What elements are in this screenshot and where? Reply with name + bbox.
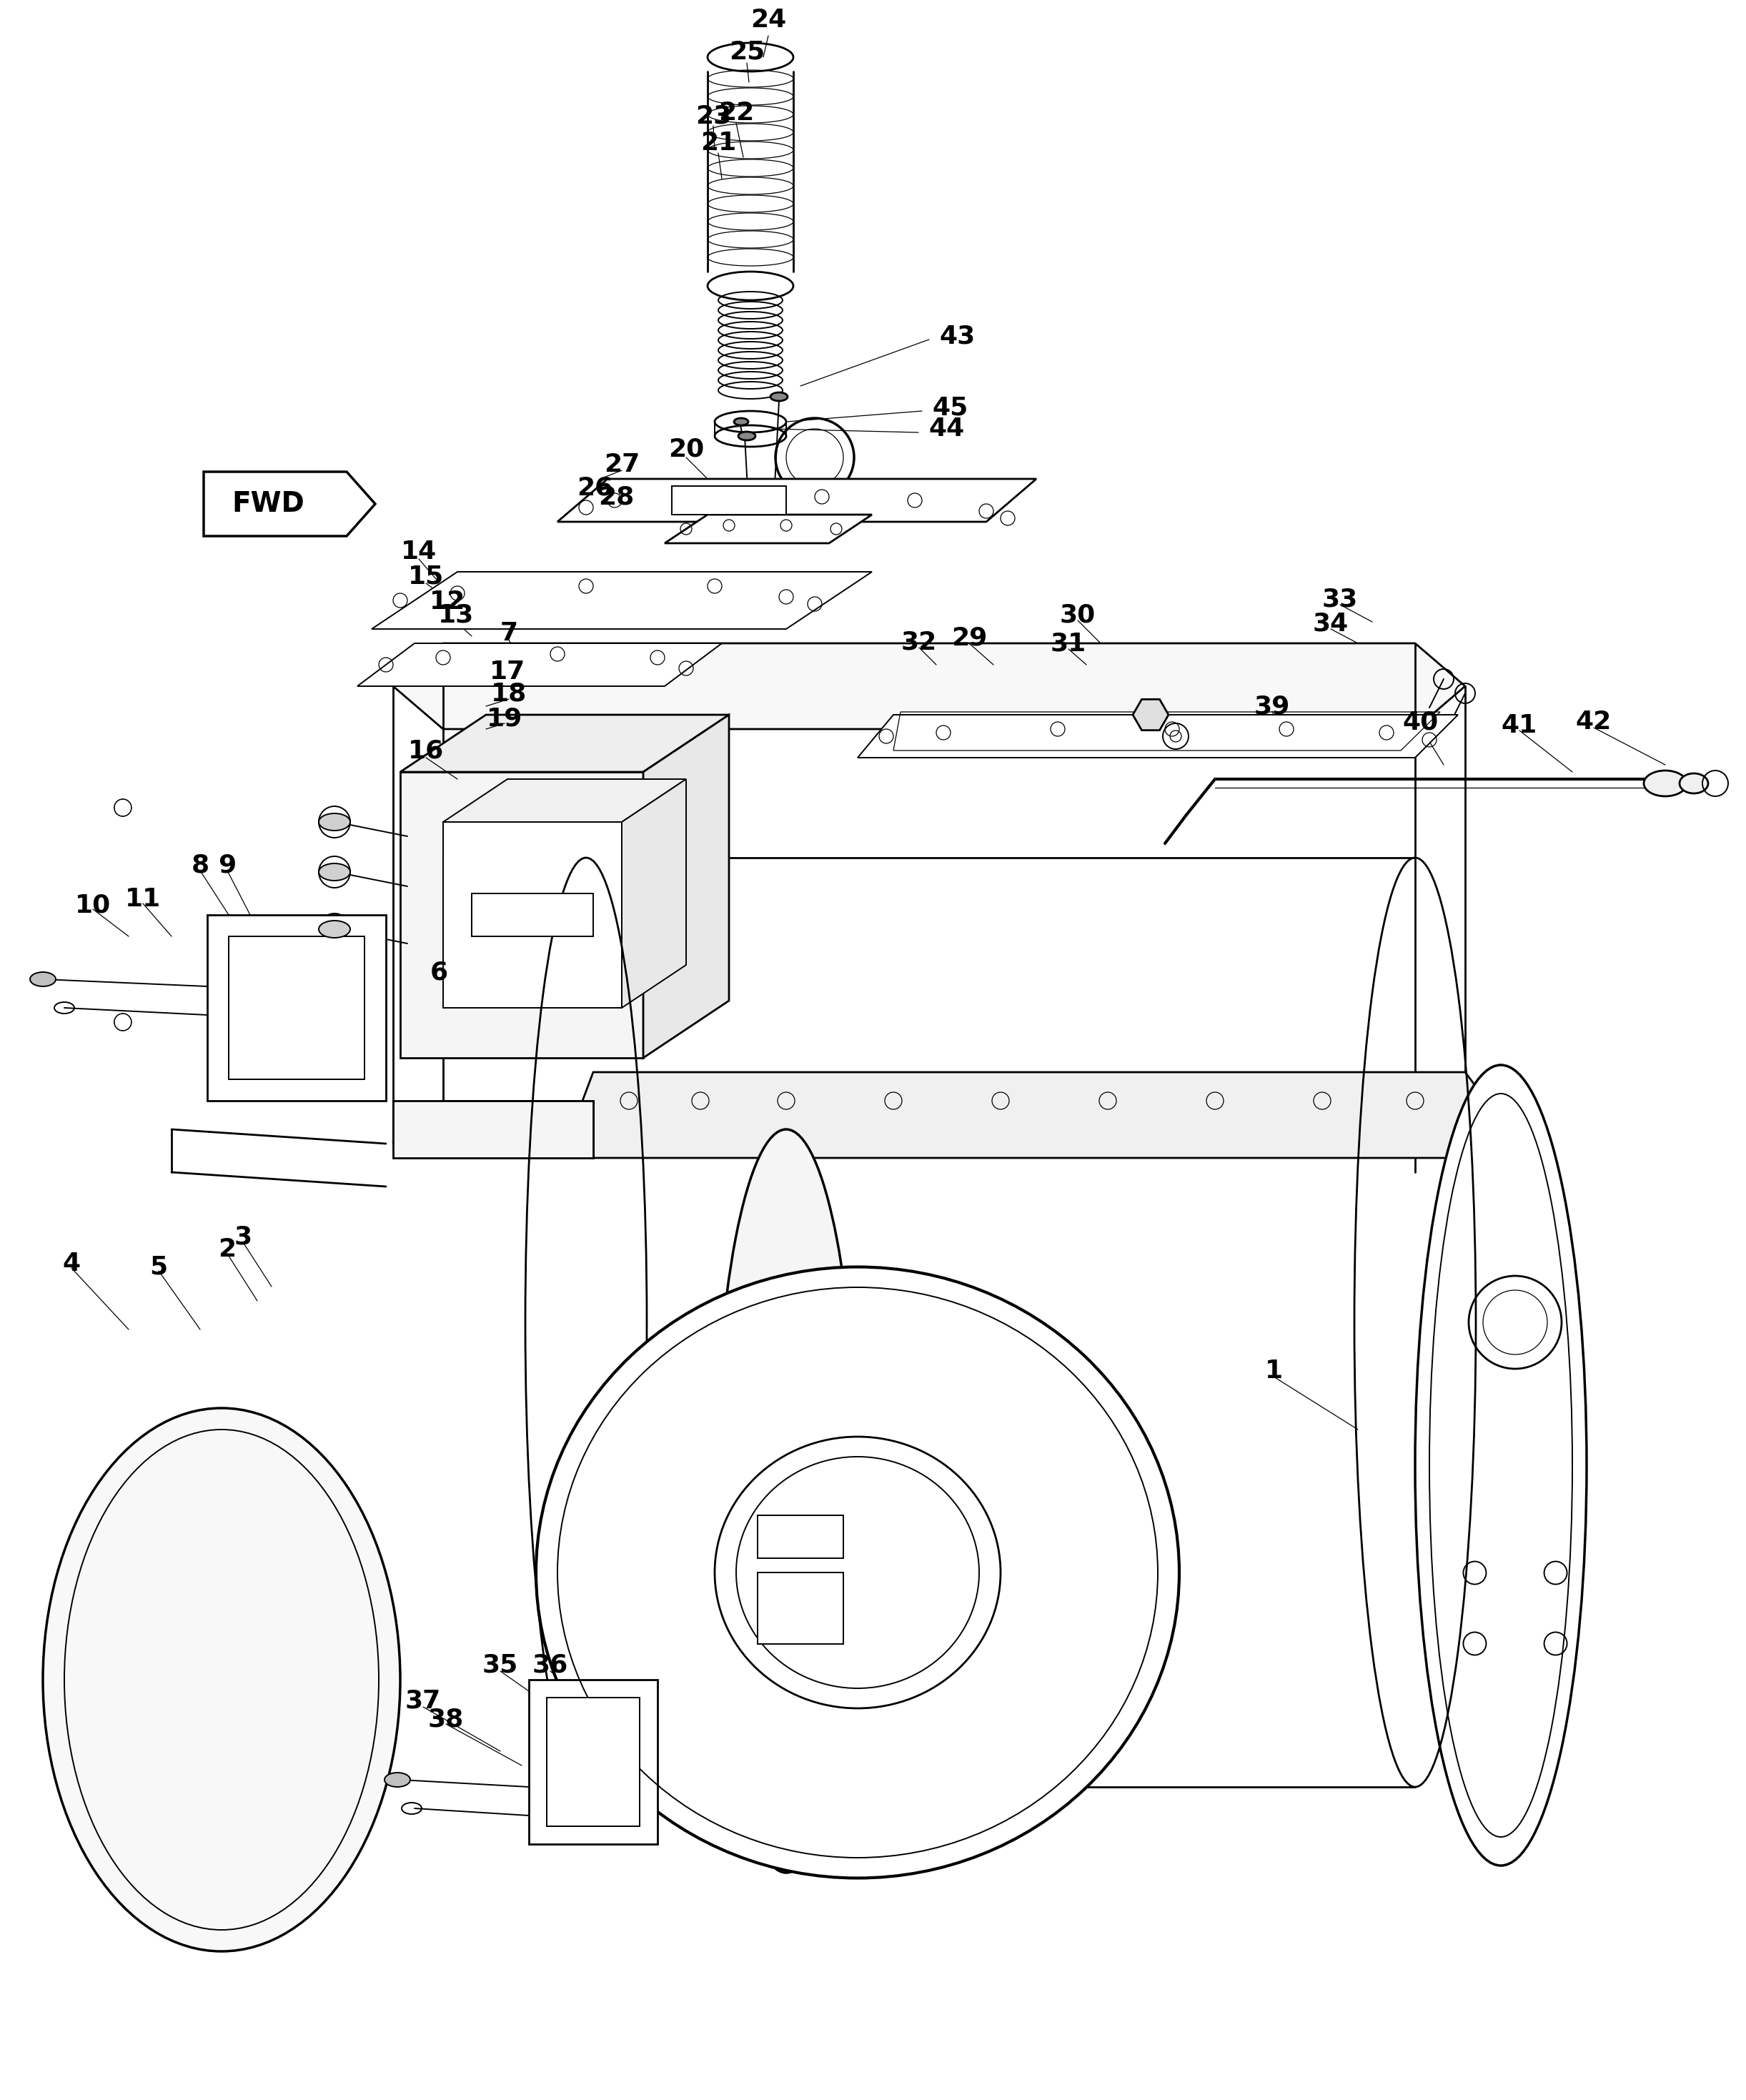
Text: 12: 12: [430, 590, 466, 613]
Ellipse shape: [733, 418, 749, 426]
Text: 37: 37: [405, 1688, 442, 1714]
Ellipse shape: [1680, 773, 1708, 794]
Polygon shape: [393, 643, 1465, 729]
Text: FWD: FWD: [232, 489, 304, 517]
Ellipse shape: [30, 972, 56, 987]
Polygon shape: [529, 1680, 658, 1844]
Text: 39: 39: [1254, 693, 1290, 718]
Text: 6: 6: [430, 960, 447, 985]
Polygon shape: [857, 714, 1458, 758]
Ellipse shape: [320, 863, 351, 880]
Text: 33: 33: [1322, 586, 1358, 611]
Ellipse shape: [770, 393, 787, 401]
Ellipse shape: [714, 1130, 857, 1873]
Text: 29: 29: [952, 626, 986, 649]
Text: 43: 43: [939, 323, 976, 349]
Ellipse shape: [1414, 1065, 1587, 1865]
Ellipse shape: [1643, 771, 1687, 796]
Text: 10: 10: [75, 892, 110, 918]
Text: 13: 13: [438, 603, 473, 628]
Text: 11: 11: [126, 886, 161, 911]
Ellipse shape: [44, 1409, 400, 1951]
Text: 17: 17: [489, 659, 526, 685]
Text: 21: 21: [700, 130, 737, 155]
Polygon shape: [643, 714, 730, 1058]
Text: 4: 4: [63, 1252, 80, 1277]
Polygon shape: [443, 857, 601, 972]
Text: 14: 14: [402, 540, 436, 565]
Text: 5: 5: [150, 1254, 168, 1279]
Text: 30: 30: [1060, 603, 1096, 628]
Text: 41: 41: [1502, 714, 1538, 737]
Text: 15: 15: [409, 565, 443, 588]
Text: 16: 16: [409, 739, 443, 762]
Ellipse shape: [320, 920, 351, 939]
Polygon shape: [665, 514, 871, 544]
Polygon shape: [204, 473, 375, 536]
Text: 34: 34: [1313, 611, 1348, 636]
Text: 9: 9: [218, 853, 236, 878]
Polygon shape: [1133, 699, 1168, 731]
Polygon shape: [229, 937, 365, 1079]
Ellipse shape: [384, 1772, 410, 1787]
Text: 42: 42: [1577, 710, 1612, 735]
Text: 8: 8: [190, 853, 210, 878]
Polygon shape: [400, 714, 730, 773]
Polygon shape: [400, 773, 643, 1058]
Text: 7: 7: [499, 622, 519, 645]
Text: 1: 1: [1264, 1359, 1283, 1384]
Polygon shape: [622, 779, 686, 1008]
Text: 40: 40: [1402, 710, 1439, 735]
Text: 2: 2: [218, 1237, 236, 1262]
Text: 32: 32: [901, 630, 938, 653]
Polygon shape: [208, 916, 386, 1100]
Text: 26: 26: [576, 475, 613, 500]
Polygon shape: [672, 485, 786, 514]
Polygon shape: [758, 1573, 843, 1644]
Polygon shape: [443, 821, 622, 1008]
Text: 20: 20: [669, 437, 704, 462]
Text: 22: 22: [718, 101, 754, 126]
Polygon shape: [443, 779, 686, 821]
Text: 19: 19: [487, 706, 522, 731]
Polygon shape: [557, 479, 1037, 521]
Text: 44: 44: [929, 416, 966, 441]
Text: 27: 27: [604, 451, 639, 477]
Text: 3: 3: [234, 1224, 251, 1250]
Text: 25: 25: [728, 40, 765, 63]
Polygon shape: [471, 892, 594, 937]
Text: 23: 23: [695, 103, 732, 128]
Text: 31: 31: [1051, 632, 1086, 655]
Polygon shape: [546, 1697, 639, 1827]
Text: 18: 18: [491, 680, 527, 706]
Text: 36: 36: [533, 1653, 567, 1678]
Ellipse shape: [320, 813, 351, 832]
Text: 28: 28: [599, 485, 634, 508]
Polygon shape: [571, 1073, 1486, 1157]
Polygon shape: [393, 1100, 594, 1157]
Ellipse shape: [536, 1266, 1179, 1877]
Text: 35: 35: [482, 1653, 519, 1678]
Ellipse shape: [739, 433, 756, 441]
Polygon shape: [758, 1516, 843, 1558]
Polygon shape: [358, 643, 721, 687]
Text: 24: 24: [751, 8, 786, 32]
Text: 45: 45: [932, 395, 969, 420]
Polygon shape: [372, 571, 871, 630]
Text: 38: 38: [428, 1707, 464, 1730]
